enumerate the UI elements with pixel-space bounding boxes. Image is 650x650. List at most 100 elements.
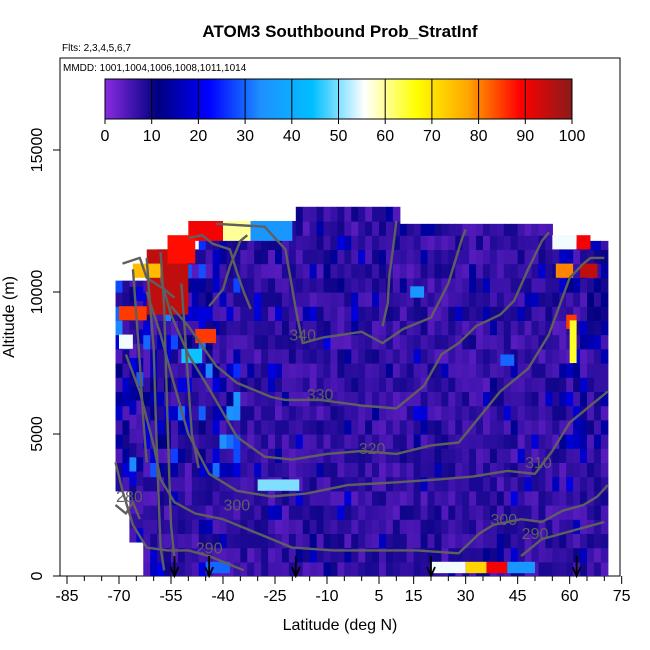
heatmap-cell	[233, 320, 241, 336]
heatmap-cell	[434, 519, 442, 534]
heatmap-cell	[268, 320, 276, 336]
heatmap-cell	[476, 235, 484, 250]
heatmap-cell	[309, 221, 318, 236]
heatmap-cell	[434, 263, 442, 279]
heatmap-cell	[115, 377, 124, 392]
heatmap-cell	[337, 249, 345, 265]
heatmap-cell	[122, 419, 130, 435]
heatmap-cell	[337, 235, 345, 250]
heatmap-cell	[226, 505, 234, 520]
heatmap-cell	[379, 419, 387, 435]
x-tick-label: -55	[159, 588, 182, 605]
heatmap-cell	[115, 476, 124, 492]
heatmap-cell	[448, 277, 456, 293]
heatmap-highlight-cell	[195, 328, 217, 344]
heatmap-cell	[559, 505, 567, 520]
heatmap-cell	[309, 533, 318, 549]
heatmap-cell	[254, 505, 262, 520]
heatmap-cell	[593, 240, 602, 250]
heatmap-cell	[573, 505, 581, 520]
heatmap-cell	[406, 334, 415, 350]
heatmap-cell	[344, 363, 352, 378]
heatmap-cell	[538, 561, 546, 576]
heatmap-cell	[483, 462, 491, 478]
theta-contour-line	[188, 234, 252, 310]
heatmap-cell	[448, 405, 456, 421]
heatmap-cell	[247, 405, 255, 421]
heatmap-cell	[580, 434, 588, 449]
heatmap-cell	[524, 476, 533, 492]
heatmap-cell	[406, 448, 415, 463]
heatmap-cell	[559, 249, 567, 265]
heatmap-cell	[281, 462, 290, 478]
heatmap-cell	[593, 462, 602, 478]
heatmap-cell	[580, 249, 588, 265]
colorbar-tick-label: 80	[470, 128, 488, 145]
heatmap-cell	[205, 462, 214, 478]
heatmap-cell	[434, 405, 442, 421]
dates-label: MMDD: 1001,1004,1006,1008,1011,1014	[63, 63, 247, 74]
colorbar-tick-label: 60	[376, 128, 394, 145]
heatmap-cell	[171, 519, 179, 534]
heatmap-cell	[399, 434, 408, 449]
heatmap-cell	[566, 249, 574, 265]
heatmap-cell	[171, 334, 179, 350]
heatmap-cell	[399, 263, 408, 279]
heatmap-cell	[254, 249, 262, 265]
heatmap-cell	[330, 377, 338, 392]
heatmap-cell	[330, 462, 338, 478]
heatmap-cell	[275, 320, 283, 336]
heatmap-cell	[212, 419, 221, 435]
heatmap-cell	[330, 547, 338, 563]
heatmap-cell	[538, 533, 546, 549]
heatmap-cell	[420, 519, 429, 534]
heatmap-cell	[420, 306, 429, 321]
heatmap-cell	[268, 391, 276, 407]
heatmap-cell	[566, 490, 574, 506]
heatmap-cell	[261, 320, 269, 336]
heatmap-cell	[538, 334, 546, 350]
heatmap-cell	[233, 462, 241, 478]
heatmap-cell	[399, 519, 408, 534]
heatmap-cell	[275, 405, 283, 421]
heatmap-cell	[115, 391, 124, 407]
heatmap-cell	[316, 235, 325, 250]
heatmap-cell	[524, 462, 533, 478]
heatmap-cell	[233, 363, 241, 378]
heatmap-cell	[143, 348, 151, 364]
heatmap-cell	[358, 277, 366, 293]
heatmap-cell	[288, 377, 297, 392]
heatmap-cell	[552, 561, 560, 576]
heatmap-cell	[309, 405, 318, 421]
heatmap-cell	[441, 223, 449, 236]
heatmap-cell	[247, 419, 255, 435]
heatmap-cell	[489, 519, 498, 534]
heatmap-cell	[323, 448, 332, 463]
heatmap-cell	[462, 306, 470, 321]
heatmap-cell	[496, 519, 505, 534]
theta-contour-line	[145, 257, 166, 571]
heatmap-cell	[316, 533, 325, 549]
heatmap-cell	[566, 547, 574, 563]
heatmap-cell	[476, 377, 484, 392]
heatmap-cell	[164, 334, 172, 350]
heatmap-cell	[469, 334, 477, 350]
heatmap-cell	[254, 561, 262, 576]
heatmap-cell	[261, 263, 269, 279]
heatmap-cell	[455, 223, 463, 236]
heatmap-cell	[483, 263, 491, 279]
heatmap-cell	[600, 476, 609, 492]
heatmap-cell	[524, 391, 533, 407]
heatmap-cell	[198, 434, 207, 449]
heatmap-cell	[559, 490, 567, 506]
heatmap-cell	[476, 348, 484, 364]
heatmap-cell	[344, 547, 352, 563]
heatmap-cell	[462, 448, 470, 463]
heatmap-cell	[372, 519, 380, 534]
heatmap-cell	[441, 235, 449, 250]
heatmap-cell	[365, 277, 373, 293]
heatmap-cell	[150, 448, 158, 463]
heatmap-cell	[427, 235, 436, 250]
heatmap-cell	[524, 434, 533, 449]
heatmap-cell	[309, 263, 318, 279]
